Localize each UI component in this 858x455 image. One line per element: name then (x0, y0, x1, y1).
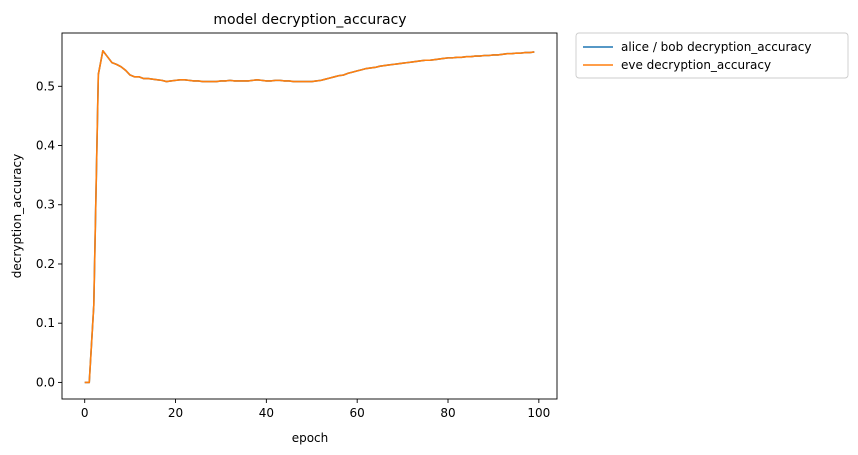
x-axis-ticks: 0 20 40 60 80 100 (81, 399, 550, 420)
y-tick-label: 0.3 (36, 198, 55, 212)
y-tick-label: 0.2 (36, 257, 55, 271)
x-tick-label: 40 (259, 406, 274, 420)
y-tick-label: 0.5 (36, 79, 55, 93)
legend-box (575, 32, 849, 79)
y-tick-label: 0.4 (36, 139, 55, 153)
y-tick-label: 0.0 (36, 375, 55, 389)
plot-area-frame (61, 32, 558, 400)
x-tick-label: 20 (168, 406, 183, 420)
legend: alice / bob decryption_accuracy eve decr… (575, 32, 849, 79)
y-tick-label: 0.1 (36, 316, 55, 330)
series-lines (84, 49, 535, 384)
y-axis-label: decryption_accuracy (10, 154, 24, 278)
y-axis-ticks: 0.0 0.1 0.2 0.3 0.4 0.5 (36, 79, 62, 389)
x-tick-label: 100 (527, 406, 550, 420)
x-tick-label: 80 (440, 406, 455, 420)
x-tick-label: 60 (350, 406, 365, 420)
x-axis-label: epoch (292, 431, 329, 445)
series-line-eve (84, 49, 535, 384)
legend-label-eve: eve decryption_accuracy (621, 58, 771, 72)
x-tick-label: 0 (81, 406, 89, 420)
legend-label-alice-bob: alice / bob decryption_accuracy (621, 40, 811, 54)
chart-title: model decryption_accuracy (213, 12, 406, 28)
